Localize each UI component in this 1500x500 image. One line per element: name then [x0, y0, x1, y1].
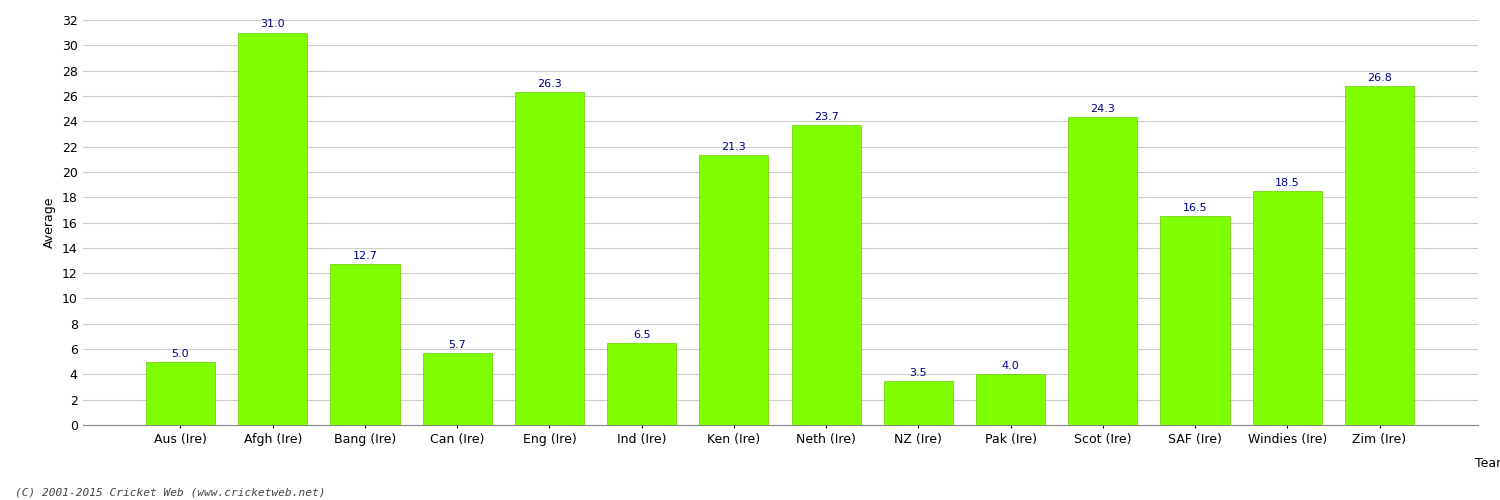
Bar [330, 264, 399, 425]
Text: 6.5: 6.5 [633, 330, 651, 340]
Text: 23.7: 23.7 [813, 112, 838, 122]
Bar [608, 342, 676, 425]
Bar [699, 156, 768, 425]
Bar [792, 125, 861, 425]
Text: 24.3: 24.3 [1090, 104, 1114, 115]
Text: 26.8: 26.8 [1366, 72, 1392, 83]
Y-axis label: Average: Average [44, 196, 55, 248]
Text: (C) 2001-2015 Cricket Web (www.cricketweb.net): (C) 2001-2015 Cricket Web (www.cricketwe… [15, 488, 326, 498]
Text: 3.5: 3.5 [909, 368, 927, 378]
Bar [1068, 118, 1137, 425]
Bar [238, 32, 308, 425]
Bar [146, 362, 214, 425]
Bar [1346, 86, 1414, 425]
Text: 21.3: 21.3 [722, 142, 747, 152]
Bar [1161, 216, 1230, 425]
Bar [514, 92, 584, 425]
Text: 4.0: 4.0 [1002, 361, 1020, 371]
Text: 16.5: 16.5 [1182, 203, 1208, 213]
Text: 12.7: 12.7 [352, 251, 378, 261]
Text: 18.5: 18.5 [1275, 178, 1299, 188]
Text: 26.3: 26.3 [537, 79, 562, 89]
Text: 31.0: 31.0 [261, 20, 285, 30]
Bar [884, 380, 952, 425]
Bar [1252, 191, 1322, 425]
Text: 5.7: 5.7 [448, 340, 466, 349]
Bar [423, 353, 492, 425]
Text: 5.0: 5.0 [171, 348, 189, 358]
X-axis label: Team: Team [1474, 458, 1500, 470]
Bar [976, 374, 1046, 425]
